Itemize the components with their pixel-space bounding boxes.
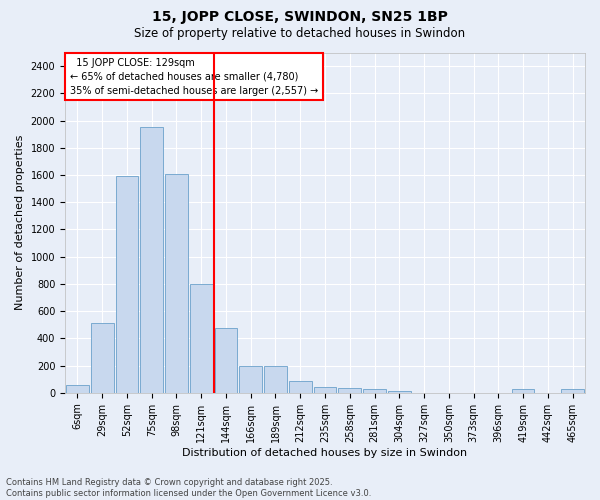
Bar — [289, 380, 311, 393]
Bar — [66, 384, 89, 393]
Bar — [363, 390, 386, 393]
Bar — [561, 390, 584, 393]
Bar — [116, 176, 139, 393]
Bar — [239, 366, 262, 393]
Bar — [91, 324, 113, 393]
Bar — [165, 174, 188, 393]
Bar — [388, 392, 410, 393]
Bar — [314, 388, 337, 393]
Bar — [140, 128, 163, 393]
Bar — [215, 328, 238, 393]
Text: Size of property relative to detached houses in Swindon: Size of property relative to detached ho… — [134, 28, 466, 40]
Text: 15 JOPP CLOSE: 129sqm
← 65% of detached houses are smaller (4,780)
35% of semi-d: 15 JOPP CLOSE: 129sqm ← 65% of detached … — [70, 58, 319, 96]
Bar — [338, 388, 361, 393]
Text: 15, JOPP CLOSE, SWINDON, SN25 1BP: 15, JOPP CLOSE, SWINDON, SN25 1BP — [152, 10, 448, 24]
Y-axis label: Number of detached properties: Number of detached properties — [15, 135, 25, 310]
X-axis label: Distribution of detached houses by size in Swindon: Distribution of detached houses by size … — [182, 448, 467, 458]
Bar — [264, 366, 287, 393]
Text: Contains HM Land Registry data © Crown copyright and database right 2025.
Contai: Contains HM Land Registry data © Crown c… — [6, 478, 371, 498]
Bar — [190, 284, 212, 393]
Bar — [512, 390, 535, 393]
